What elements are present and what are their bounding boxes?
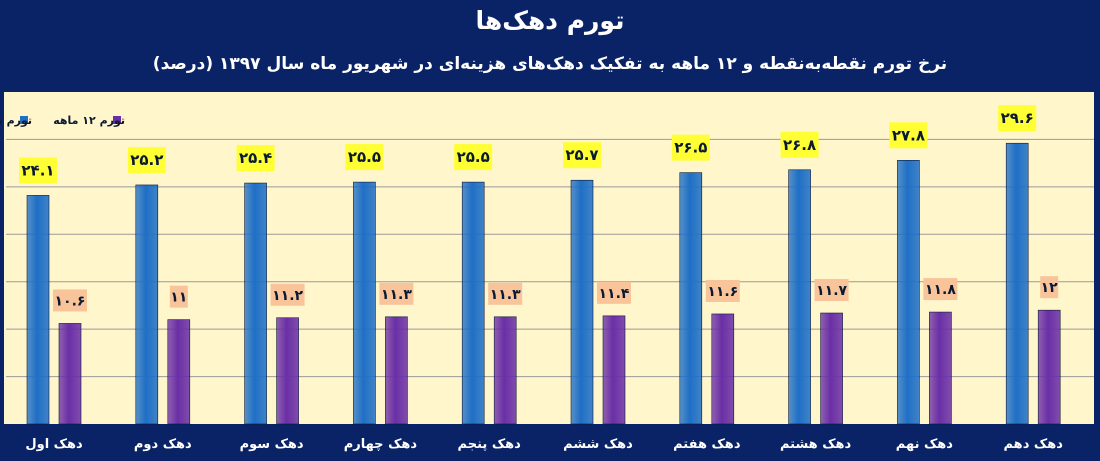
x-tick-label: دهک دهم bbox=[1003, 437, 1063, 452]
data-label: ۱۱.۴ bbox=[599, 286, 630, 302]
x-tick-label: دهک دوم bbox=[134, 437, 192, 452]
bar-point-to-point bbox=[788, 169, 811, 425]
data-label-box bbox=[454, 144, 493, 171]
bar-twelve-month bbox=[820, 312, 843, 425]
bar-twelve-month bbox=[493, 316, 517, 425]
bar-twelve-month bbox=[711, 313, 735, 425]
legend-swatch bbox=[113, 116, 121, 124]
bar-point-to-point bbox=[679, 172, 703, 425]
data-label-box bbox=[127, 146, 166, 173]
chart-title: تورم دهک‌ها bbox=[475, 6, 625, 35]
data-label-box bbox=[671, 134, 710, 161]
data-label-box bbox=[923, 278, 958, 301]
data-label-box bbox=[814, 279, 849, 302]
x-tick-label: دهک هفتم bbox=[673, 437, 741, 452]
data-label-box bbox=[889, 122, 928, 149]
data-label: ۱۱.۳ bbox=[381, 287, 412, 303]
data-label-box bbox=[1040, 276, 1059, 299]
bar-twelve-month bbox=[167, 319, 191, 425]
legend-label: تورم نقطه‌ای bbox=[0, 114, 32, 127]
data-label: ۲۴.۱ bbox=[21, 161, 54, 179]
x-axis-band bbox=[0, 424, 1100, 461]
data-label: ۲۵.۵ bbox=[348, 148, 381, 166]
data-label: ۲۵.۷ bbox=[565, 146, 598, 164]
bar-point-to-point bbox=[1005, 142, 1029, 425]
chart-subtitle: نرخ تورم نقطه‌به‌نقطه و ۱۲ ماهه به تفکیک… bbox=[152, 54, 948, 74]
data-label: ۲۶.۸ bbox=[783, 136, 816, 154]
data-label-box bbox=[563, 142, 601, 169]
data-label-box bbox=[488, 282, 523, 305]
data-label: ۱۲ bbox=[1041, 280, 1059, 296]
bar-point-to-point bbox=[353, 181, 376, 425]
x-tick-label: دهک اول bbox=[25, 437, 83, 452]
data-label: ۱۱ bbox=[170, 290, 187, 306]
data-label: ۱۱.۳ bbox=[490, 287, 521, 303]
data-label-box bbox=[53, 289, 87, 312]
data-label: ۲۷.۸ bbox=[892, 126, 925, 144]
x-tick-label: دهک ششم bbox=[563, 437, 633, 452]
data-label-box bbox=[270, 283, 305, 306]
x-tick-label: دهک نهم bbox=[896, 437, 954, 452]
bar-point-to-point bbox=[244, 182, 267, 425]
data-label: ۲۶.۵ bbox=[674, 139, 707, 157]
data-label-box bbox=[236, 145, 275, 172]
x-tick-label: دهک پنجم bbox=[458, 437, 522, 452]
x-tick-label: دهک چهارم bbox=[344, 437, 418, 452]
legend-swatch bbox=[20, 116, 28, 124]
data-label-box bbox=[379, 282, 414, 305]
x-tick-label: دهک هشتم bbox=[780, 437, 852, 452]
data-label-box bbox=[19, 157, 57, 184]
legend-label: تورم ۱۲ ماهه bbox=[53, 114, 125, 127]
bar-twelve-month bbox=[276, 317, 299, 425]
data-label: ۱۱.۸ bbox=[925, 282, 956, 298]
bar-twelve-month bbox=[602, 315, 626, 425]
data-label-box bbox=[345, 144, 384, 171]
data-label-box bbox=[998, 105, 1037, 132]
bar-point-to-point bbox=[570, 179, 594, 425]
chart-header: تورم دهک‌ها نرخ تورم نقطه‌به‌نقطه و ۱۲ م… bbox=[0, 0, 1100, 92]
bar-twelve-month bbox=[58, 323, 82, 425]
data-label-box bbox=[705, 279, 740, 302]
data-label: ۱۱.۶ bbox=[707, 284, 738, 300]
data-label: ۲۵.۵ bbox=[457, 148, 490, 166]
bar-twelve-month bbox=[1037, 309, 1061, 425]
bar-point-to-point bbox=[897, 159, 920, 425]
data-label: ۱۱.۲ bbox=[272, 288, 303, 304]
data-label: ۲۹.۶ bbox=[1001, 109, 1034, 127]
data-label-box bbox=[169, 285, 188, 308]
bar-twelve-month bbox=[385, 316, 408, 425]
data-label: ۱۱.۷ bbox=[816, 283, 847, 299]
data-label: ۲۵.۴ bbox=[239, 149, 272, 167]
bar-twelve-month bbox=[929, 311, 952, 425]
x-tick-label: دهک سوم bbox=[240, 437, 304, 452]
bar-point-to-point bbox=[461, 181, 485, 425]
bar-point-to-point bbox=[26, 195, 50, 425]
data-label: ۱۰.۶ bbox=[55, 293, 86, 309]
data-label: ۲۵.۲ bbox=[130, 151, 163, 169]
data-label-box bbox=[780, 131, 819, 158]
data-label-box bbox=[597, 281, 631, 304]
bar-point-to-point bbox=[135, 184, 159, 425]
